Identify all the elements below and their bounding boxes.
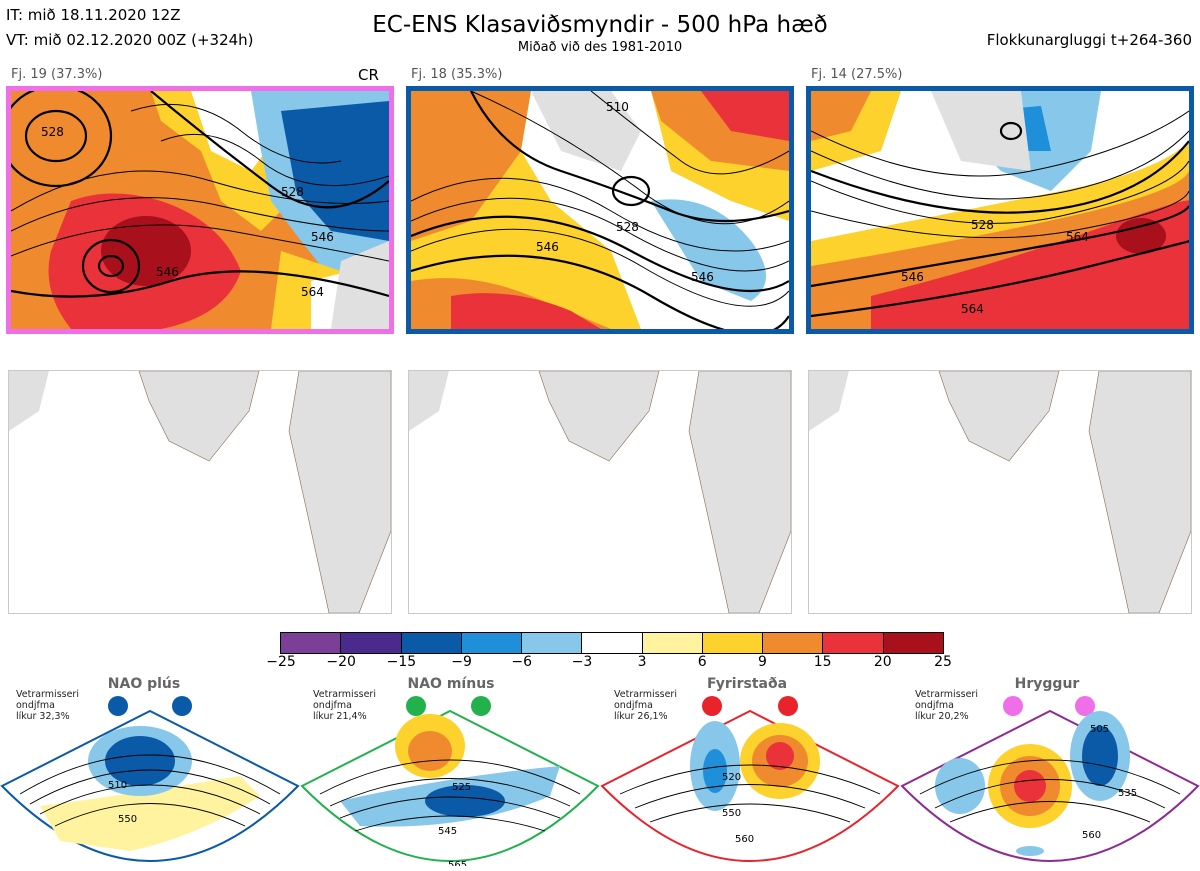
- regime-map-4: 505 535 560: [900, 709, 1200, 862]
- regime-dot-4b: [1075, 696, 1095, 716]
- colorbar-segment: [281, 633, 342, 653]
- colorbar-tick-label: 3: [637, 654, 647, 670]
- contour-label: 565: [448, 860, 467, 866]
- colorbar-segment: [341, 633, 402, 653]
- regime-title-3: Fyrirstaða: [706, 676, 788, 692]
- colorbar-segment: [642, 633, 703, 653]
- colorbar-tick-label: 20: [873, 654, 892, 670]
- cluster-map-2: 528 510 546 546: [406, 86, 794, 334]
- regime-dot-1: [108, 696, 128, 716]
- colorbar-tick-label: −3: [571, 654, 593, 670]
- contour-label: 564: [961, 302, 984, 316]
- colorbar-segment: [461, 633, 523, 653]
- empty-map-2: [408, 370, 792, 614]
- contour-label: 560: [1082, 830, 1101, 841]
- colorbar-segment: [883, 633, 943, 653]
- colorbar-tick-label: −9: [451, 654, 472, 670]
- regime-map-2: 525 545 565: [300, 709, 600, 866]
- contour-label: 528: [281, 185, 304, 199]
- regime-title-4: Hryggur: [1014, 676, 1080, 692]
- contour-label: 528: [616, 220, 639, 234]
- regime-info-2: Vetrarmisseri ondjfma líkur 21,4%: [313, 689, 376, 722]
- contour-label: 546: [536, 240, 559, 254]
- contour-label: 560: [735, 834, 754, 845]
- regime-dot-3b: [778, 696, 798, 716]
- colorbar-segment: [702, 633, 764, 653]
- contour-label: 520: [722, 772, 741, 783]
- regime-info-1: Vetrarmisseri ondjfma líkur 32,3%: [16, 689, 79, 722]
- contour-label: 505: [1090, 724, 1109, 735]
- contour-label: 510: [606, 100, 629, 114]
- colorbar-ticks: −25 −20 −15 −9 −6 −3 3 6 9 15 20 25: [266, 654, 952, 674]
- page-subtitle: Miðað við des 1981-2010: [517, 40, 683, 55]
- contour-label: 528: [971, 218, 994, 232]
- colorbar-segment: [763, 633, 824, 653]
- contour-label: 546: [311, 230, 334, 244]
- contour-label: 525: [452, 782, 471, 793]
- contour-label: 528: [41, 125, 64, 139]
- colorbar-tick-label: 6: [697, 654, 707, 670]
- empty-map-3: [808, 370, 1192, 614]
- land-outline: [409, 371, 791, 613]
- regime-dot-2: [406, 696, 426, 716]
- contour-label: 550: [118, 814, 137, 825]
- contour-label: 564: [301, 285, 324, 299]
- cluster-map-1-graphic: 528 546 564 528 546: [11, 91, 389, 329]
- colorbar-segment: [401, 633, 462, 653]
- regime-title-2: NAO mínus: [407, 676, 495, 692]
- contour-label: 535: [1118, 788, 1137, 799]
- regime-title-1: NAO plús: [107, 676, 181, 692]
- regime-dot-2b: [471, 696, 491, 716]
- colorbar-tick-label: −6: [511, 654, 533, 670]
- page-title: EC-ENS Klasaviðsmyndir - 500 hPa hæð: [372, 12, 828, 38]
- colorbar-tick-label: 25: [934, 654, 952, 670]
- colorbar-tick-label: 15: [813, 654, 832, 670]
- regime-info-3: Vetrarmisseri ondjfma líkur 26,1%: [614, 689, 677, 722]
- regime-map-3: 520 550 560: [600, 709, 900, 862]
- land-outline: [9, 371, 391, 613]
- valid-time: VT: mið 02.12.2020 00Z (+324h): [6, 31, 254, 49]
- cluster-label-1: Fj. 19 (37.3%): [11, 67, 103, 82]
- cluster-label-2: Fj. 18 (35.3%): [411, 67, 503, 82]
- colorbar-segment: [522, 633, 583, 653]
- colorbar-tick-label: −20: [326, 654, 356, 670]
- cluster-map-3-graphic: 528 546 564 564: [811, 91, 1189, 329]
- initial-time: IT: mið 18.11.2020 12Z: [6, 6, 181, 24]
- contour-label: 564: [1066, 230, 1089, 244]
- contour-label: 546: [691, 270, 714, 284]
- colorbar-tick-label: −25: [266, 654, 296, 670]
- regime-dot-3: [702, 696, 722, 716]
- colorbar-tick-label: 9: [757, 654, 767, 670]
- land-outline: [809, 371, 1191, 613]
- cluster-label-3: Fj. 14 (27.5%): [811, 67, 903, 82]
- cluster-tag-cr: CR: [358, 66, 379, 84]
- regime-map-1: 510 550: [0, 709, 300, 862]
- colorbar: [280, 632, 944, 654]
- contour-label: 510: [108, 780, 127, 791]
- cluster-map-3: 528 546 564 564: [806, 86, 1194, 334]
- colorbar-segment: [823, 633, 884, 653]
- contour-label: 545: [438, 826, 457, 837]
- regime-dot-4: [1003, 696, 1023, 716]
- contour-label: 546: [901, 270, 924, 284]
- empty-map-1: [8, 370, 392, 614]
- regime-info-4: Vetrarmisseri ondjfma líkur 20,2%: [915, 689, 978, 722]
- contour-label: 546: [156, 265, 179, 279]
- cluster-map-1: 528 546 564 528 546: [6, 86, 394, 334]
- cluster-map-2-graphic: 528 510 546 546: [411, 91, 789, 329]
- contour-label: 550: [722, 808, 741, 819]
- regimes-row: Vetrarmisseri ondjfma líkur 32,3% NAO pl…: [0, 676, 1200, 871]
- regime-dot-1b: [172, 696, 192, 716]
- classification-window: Flokkunargluggi t+264-360: [986, 31, 1192, 49]
- colorbar-segment: [582, 633, 643, 653]
- colorbar-tick-label: −15: [386, 654, 417, 670]
